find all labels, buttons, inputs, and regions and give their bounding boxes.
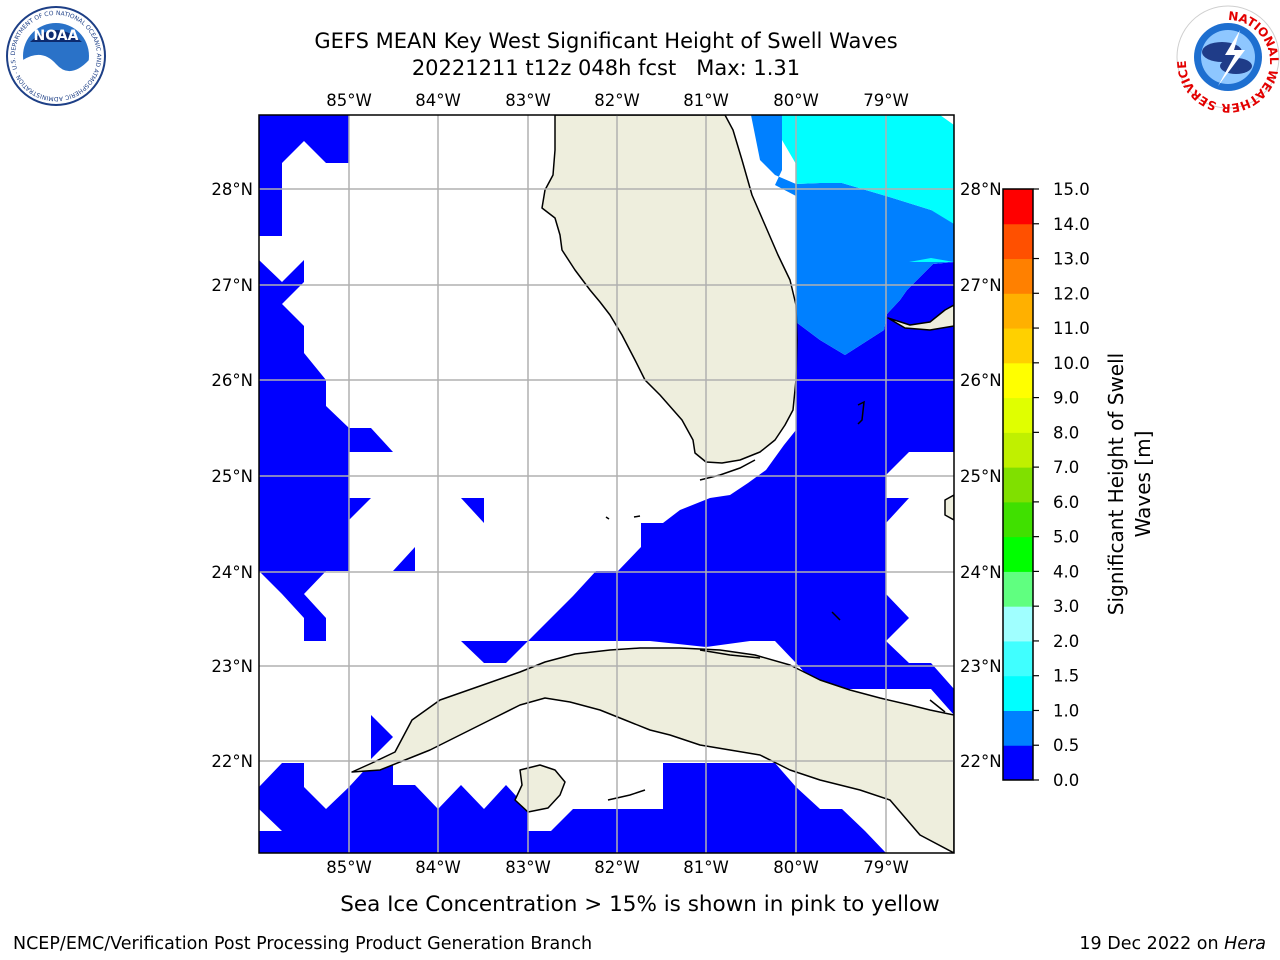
colorbar-segment-6.0-7.0	[1003, 467, 1033, 503]
lon-tick-bottom-83w: 83°W	[505, 858, 551, 877]
noaa-logo: NOAA NATIONAL OCEANIC AND ATMOSPHERIC AD…	[0, 0, 106, 106]
lon-tick-top-85w: 85°W	[326, 91, 372, 110]
lon-tick-top-81w: 81°W	[683, 91, 729, 110]
colorbar-tick-label: 1.0	[1053, 701, 1079, 720]
colorbar-segment-1.5-2.0	[1003, 640, 1033, 677]
colorbar-segment-1.0-1.5	[1003, 675, 1033, 711]
colorbar-segment-10.0-11.0	[1003, 328, 1033, 364]
cuba	[351, 647, 954, 853]
lat-tick-right-27n: 27°N	[960, 276, 1002, 295]
colorbar-tick-label: 14.0	[1053, 215, 1090, 234]
colorbar-ticks: 0.0 0.5 1.0 1.5 2.0 3.0 4.0 5.0 6.0 7.0 8.0 9.0 10.0…	[1033, 180, 1090, 790]
lon-ticks-top: 85°W 84°W 83°W 82°W 81°W 80°W 79°W	[326, 91, 909, 110]
colorbar: 0.0 0.5 1.0 1.5 2.0 3.0 4.0 5.0 6.0 7.0 8.0 9.0 10.0…	[1002, 180, 1155, 790]
lon-tick-top-83w: 83°W	[505, 91, 551, 110]
colorbar-label-line1: Significant Height of Swell	[1104, 353, 1128, 615]
lat-tick-right-24n: 24°N	[960, 563, 1002, 582]
lat-tick-right-23n: 23°N	[960, 657, 1002, 676]
colorbar-tick-label: 7.0	[1053, 458, 1079, 477]
colorbar-tick-label: 10.0	[1053, 354, 1090, 373]
colorbar-tick-label: 15.0	[1053, 180, 1090, 199]
bahamas-grand-bahama	[887, 304, 954, 331]
colorbar-segment-5.0-6.0	[1003, 501, 1033, 538]
lon-tick-bottom-80w: 80°W	[773, 858, 819, 877]
colorbar-tick-label: 5.0	[1053, 528, 1079, 547]
lon-tick-top-80w: 80°W	[773, 91, 819, 110]
lon-tick-top-84w: 84°W	[415, 91, 461, 110]
nws-logo: NATIONAL WEATHER SERVICE	[1175, 5, 1280, 115]
lat-tick-right-26n: 26°N	[960, 371, 1002, 390]
footer-host: Hera	[1224, 934, 1266, 954]
colorbar-tick-label: 13.0	[1053, 250, 1090, 269]
lat-tick-left-28n: 28°N	[211, 180, 253, 199]
colorbar-segments	[1003, 189, 1033, 781]
colorbar-segment-11.0-12.0	[1003, 293, 1033, 329]
lat-tick-right-25n: 25°N	[960, 467, 1002, 486]
lat-tick-right-28n: 28°N	[960, 180, 1002, 199]
colorbar-segment-3.0-4.0	[1003, 571, 1033, 607]
colorbar-tick-label: 1.5	[1053, 667, 1079, 686]
colorbar-tick-label: 9.0	[1053, 389, 1079, 408]
footer-date-text: 19 Dec 2022 on	[1079, 934, 1224, 954]
colorbar-tick-label: 3.0	[1053, 597, 1079, 616]
lat-tick-right-22n: 22°N	[960, 752, 1002, 771]
lat-tick-left-27n: 27°N	[211, 276, 253, 295]
colorbar-segment-12.0-13.0	[1003, 258, 1033, 294]
lat-tick-left-23n: 23°N	[211, 657, 253, 676]
lon-ticks-bottom: 85°W 84°W 83°W 82°W 81°W 80°W 79°W	[326, 858, 909, 877]
colorbar-tick-label: 4.0	[1053, 562, 1079, 581]
colorbar-segment-8.0-9.0	[1003, 397, 1033, 433]
colorbar-tick-label: 8.0	[1053, 423, 1079, 442]
lon-tick-top-79w: 79°W	[863, 91, 909, 110]
swell-band-0.5-1.0	[751, 115, 954, 355]
colorbar-label-line2: Waves [m]	[1131, 431, 1155, 538]
lon-tick-bottom-81w: 81°W	[683, 858, 729, 877]
colorbar-segment-0.5-1.0	[1003, 710, 1033, 746]
colorbar-segment-13.0-14.0	[1003, 223, 1033, 260]
lon-tick-bottom-84w: 84°W	[415, 858, 461, 877]
colorbar-segment-7.0-8.0	[1003, 432, 1033, 468]
colorbar-segment-2.0-3.0	[1003, 606, 1033, 642]
lon-tick-bottom-79w: 79°W	[863, 858, 909, 877]
swell-band-1.0-1.5	[782, 115, 954, 262]
colorbar-segment-14.0-15.0	[1003, 189, 1033, 225]
map-gridlines	[259, 115, 954, 853]
noaa-logo-text: NOAA	[34, 28, 79, 44]
lat-ticks-left: 28°N 27°N 26°N 25°N 24°N 23°N 22°N	[211, 180, 253, 771]
islands-keys	[605, 400, 946, 801]
footer-branch: NCEP/EMC/Verification Post Processing Pr…	[13, 934, 592, 954]
colorbar-tick-label: 11.0	[1053, 319, 1090, 338]
lon-tick-bottom-85w: 85°W	[326, 858, 372, 877]
colorbar-tick-label: 0.5	[1053, 736, 1079, 755]
lat-tick-left-22n: 22°N	[211, 752, 253, 771]
lon-tick-top-82w: 82°W	[594, 91, 640, 110]
chart-title-line1: GEFS MEAN Key West Significant Height of…	[314, 29, 897, 53]
lat-ticks-right: 28°N 27°N 26°N 25°N 24°N 23°N 22°N	[960, 180, 1002, 771]
hispaniola-edge	[944, 494, 954, 521]
footer-date: 19 Dec 2022 on Hera	[1079, 934, 1266, 954]
chart-title-line2: 20221211 t12z 048h fcst Max: 1.31	[412, 56, 800, 80]
lat-tick-left-26n: 26°N	[211, 371, 253, 390]
map-frame	[258, 114, 955, 854]
colorbar-segment-4.0-5.0	[1003, 536, 1033, 572]
colorbar-tick-label: 0.0	[1053, 771, 1079, 790]
lon-tick-bottom-82w: 82°W	[594, 858, 640, 877]
lat-tick-left-25n: 25°N	[211, 467, 253, 486]
colorbar-tick-label: 2.0	[1053, 632, 1079, 651]
florida-peninsula	[541, 115, 798, 464]
colorbar-tick-label: 12.0	[1053, 284, 1090, 303]
colorbar-segment-9.0-10.0	[1003, 362, 1033, 399]
swell-band-0-0.5	[259, 115, 954, 853]
map-panel	[259, 115, 954, 853]
colorbar-frame	[1002, 188, 1034, 781]
colorbar-segment-0.0-0.5	[1003, 745, 1033, 781]
sea-ice-note: Sea Ice Concentration > 15% is shown in …	[340, 892, 940, 917]
lat-tick-left-24n: 24°N	[211, 563, 253, 582]
colorbar-tick-label: 6.0	[1053, 493, 1079, 512]
